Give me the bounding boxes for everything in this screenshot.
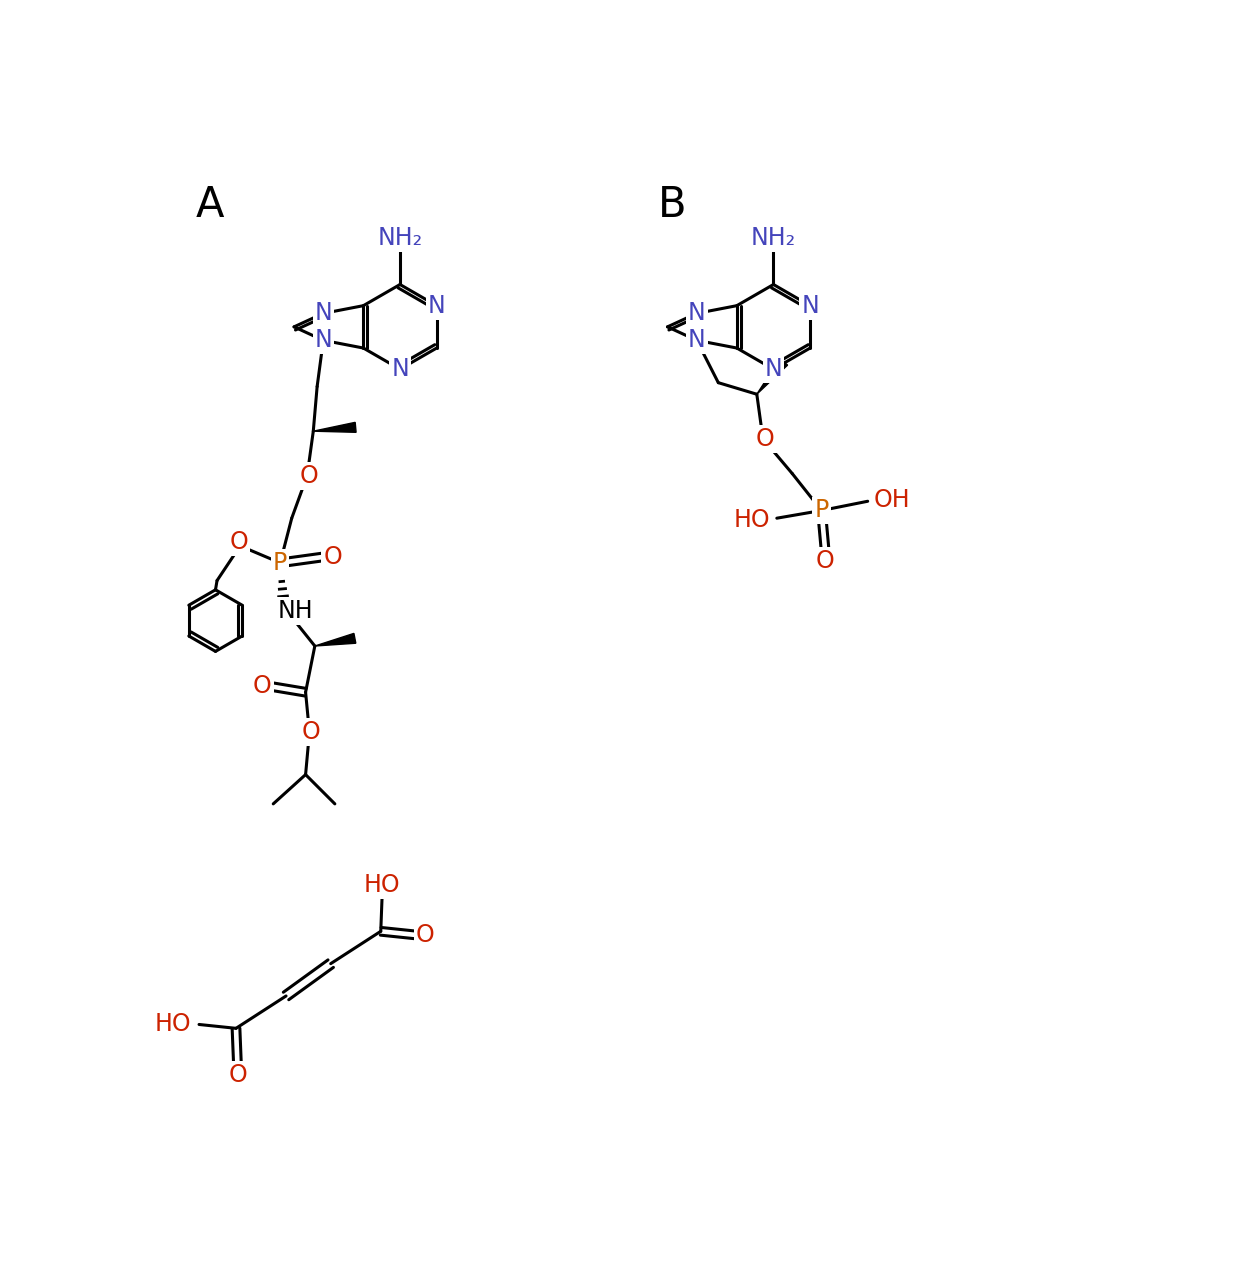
Text: HO: HO [364,873,400,897]
Text: HO: HO [734,508,771,531]
Text: O: O [324,545,342,568]
Text: O: O [816,549,835,572]
Text: NH₂: NH₂ [751,227,797,251]
Text: O: O [416,923,435,947]
Text: O: O [756,428,774,451]
Text: O: O [253,675,272,698]
Text: N: N [315,301,332,325]
Text: N: N [688,301,705,325]
Text: NH₂: NH₂ [378,227,422,251]
Text: O: O [228,1062,247,1087]
Text: O: O [301,721,320,744]
Polygon shape [314,422,356,433]
Text: O: O [300,463,319,488]
Polygon shape [315,634,356,646]
Polygon shape [757,358,788,394]
Text: N: N [391,357,409,381]
Text: P: P [273,550,288,575]
Text: A: A [196,184,225,227]
Text: N: N [427,293,446,317]
Text: N: N [802,293,819,317]
Text: HO: HO [154,1012,191,1037]
Text: B: B [658,184,687,227]
Text: OH: OH [874,488,910,512]
Text: N: N [764,357,782,381]
Text: N: N [315,329,332,352]
Text: O: O [230,530,248,554]
Text: NH: NH [278,599,314,623]
Text: N: N [688,329,705,352]
Text: P: P [814,498,829,522]
